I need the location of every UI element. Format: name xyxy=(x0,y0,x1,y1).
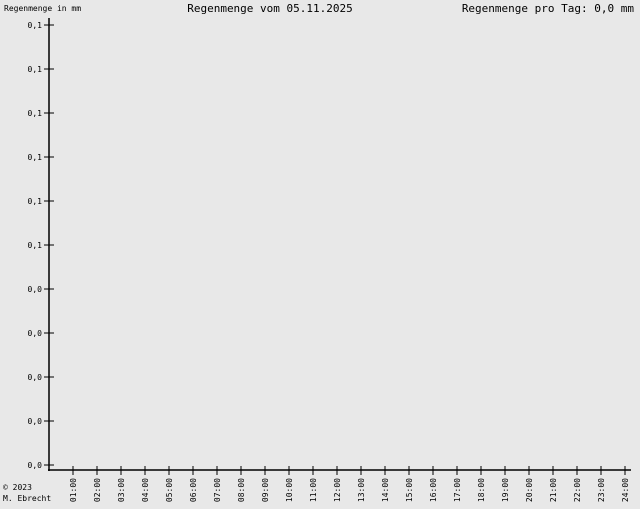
x-tick-label: 05:00 xyxy=(165,478,174,502)
x-tick-label: 08:00 xyxy=(237,478,246,502)
x-tick-label: 21:00 xyxy=(549,478,558,502)
x-tick-label: 15:00 xyxy=(405,478,414,502)
x-tick-label: 11:00 xyxy=(309,478,318,502)
y-tick-label: 0,1 xyxy=(28,241,43,250)
x-tick-label: 06:00 xyxy=(189,478,198,502)
x-tick-label: 09:00 xyxy=(261,478,270,502)
x-tick-label: 24:00 xyxy=(621,478,630,502)
copyright: © 2023 xyxy=(3,483,32,492)
x-tick-label: 16:00 xyxy=(429,478,438,502)
x-tick-label: 04:00 xyxy=(141,478,150,502)
y-tick-label: 0,0 xyxy=(28,329,43,338)
x-tick-label: 18:00 xyxy=(477,478,486,502)
y-tick-label: 0,1 xyxy=(28,109,43,118)
y-tick-label: 0,0 xyxy=(28,285,43,294)
x-tick-label: 20:00 xyxy=(525,478,534,502)
y-tick-label: 0,1 xyxy=(28,21,43,30)
y-axis-label: Regenmenge in mm xyxy=(4,4,81,13)
x-tick-label: 17:00 xyxy=(453,478,462,502)
x-tick-label: 23:00 xyxy=(597,478,606,502)
y-tick-label: 0,1 xyxy=(28,153,43,162)
x-tick-label: 14:00 xyxy=(381,478,390,502)
y-tick-label: 0,1 xyxy=(28,65,43,74)
x-tick-label: 19:00 xyxy=(501,478,510,502)
x-tick-label: 02:00 xyxy=(93,478,102,502)
x-tick-label: 03:00 xyxy=(117,478,126,502)
y-tick-label: 0,0 xyxy=(28,461,43,470)
x-tick-label: 07:00 xyxy=(213,478,222,502)
x-tick-label: 10:00 xyxy=(285,478,294,502)
chart-title: Regenmenge vom 05.11.2025 xyxy=(187,2,353,15)
author: M. Ebrecht xyxy=(3,494,51,503)
x-tick-label: 12:00 xyxy=(333,478,342,502)
x-tick-label: 13:00 xyxy=(357,478,366,502)
y-tick-label: 0,1 xyxy=(28,197,43,206)
x-tick-label: 01:00 xyxy=(69,478,78,502)
y-tick-label: 0,0 xyxy=(28,417,43,426)
x-tick-label: 22:00 xyxy=(573,478,582,502)
daily-total: Regenmenge pro Tag: 0,0 mm xyxy=(462,2,635,15)
y-tick-label: 0,0 xyxy=(28,373,43,382)
